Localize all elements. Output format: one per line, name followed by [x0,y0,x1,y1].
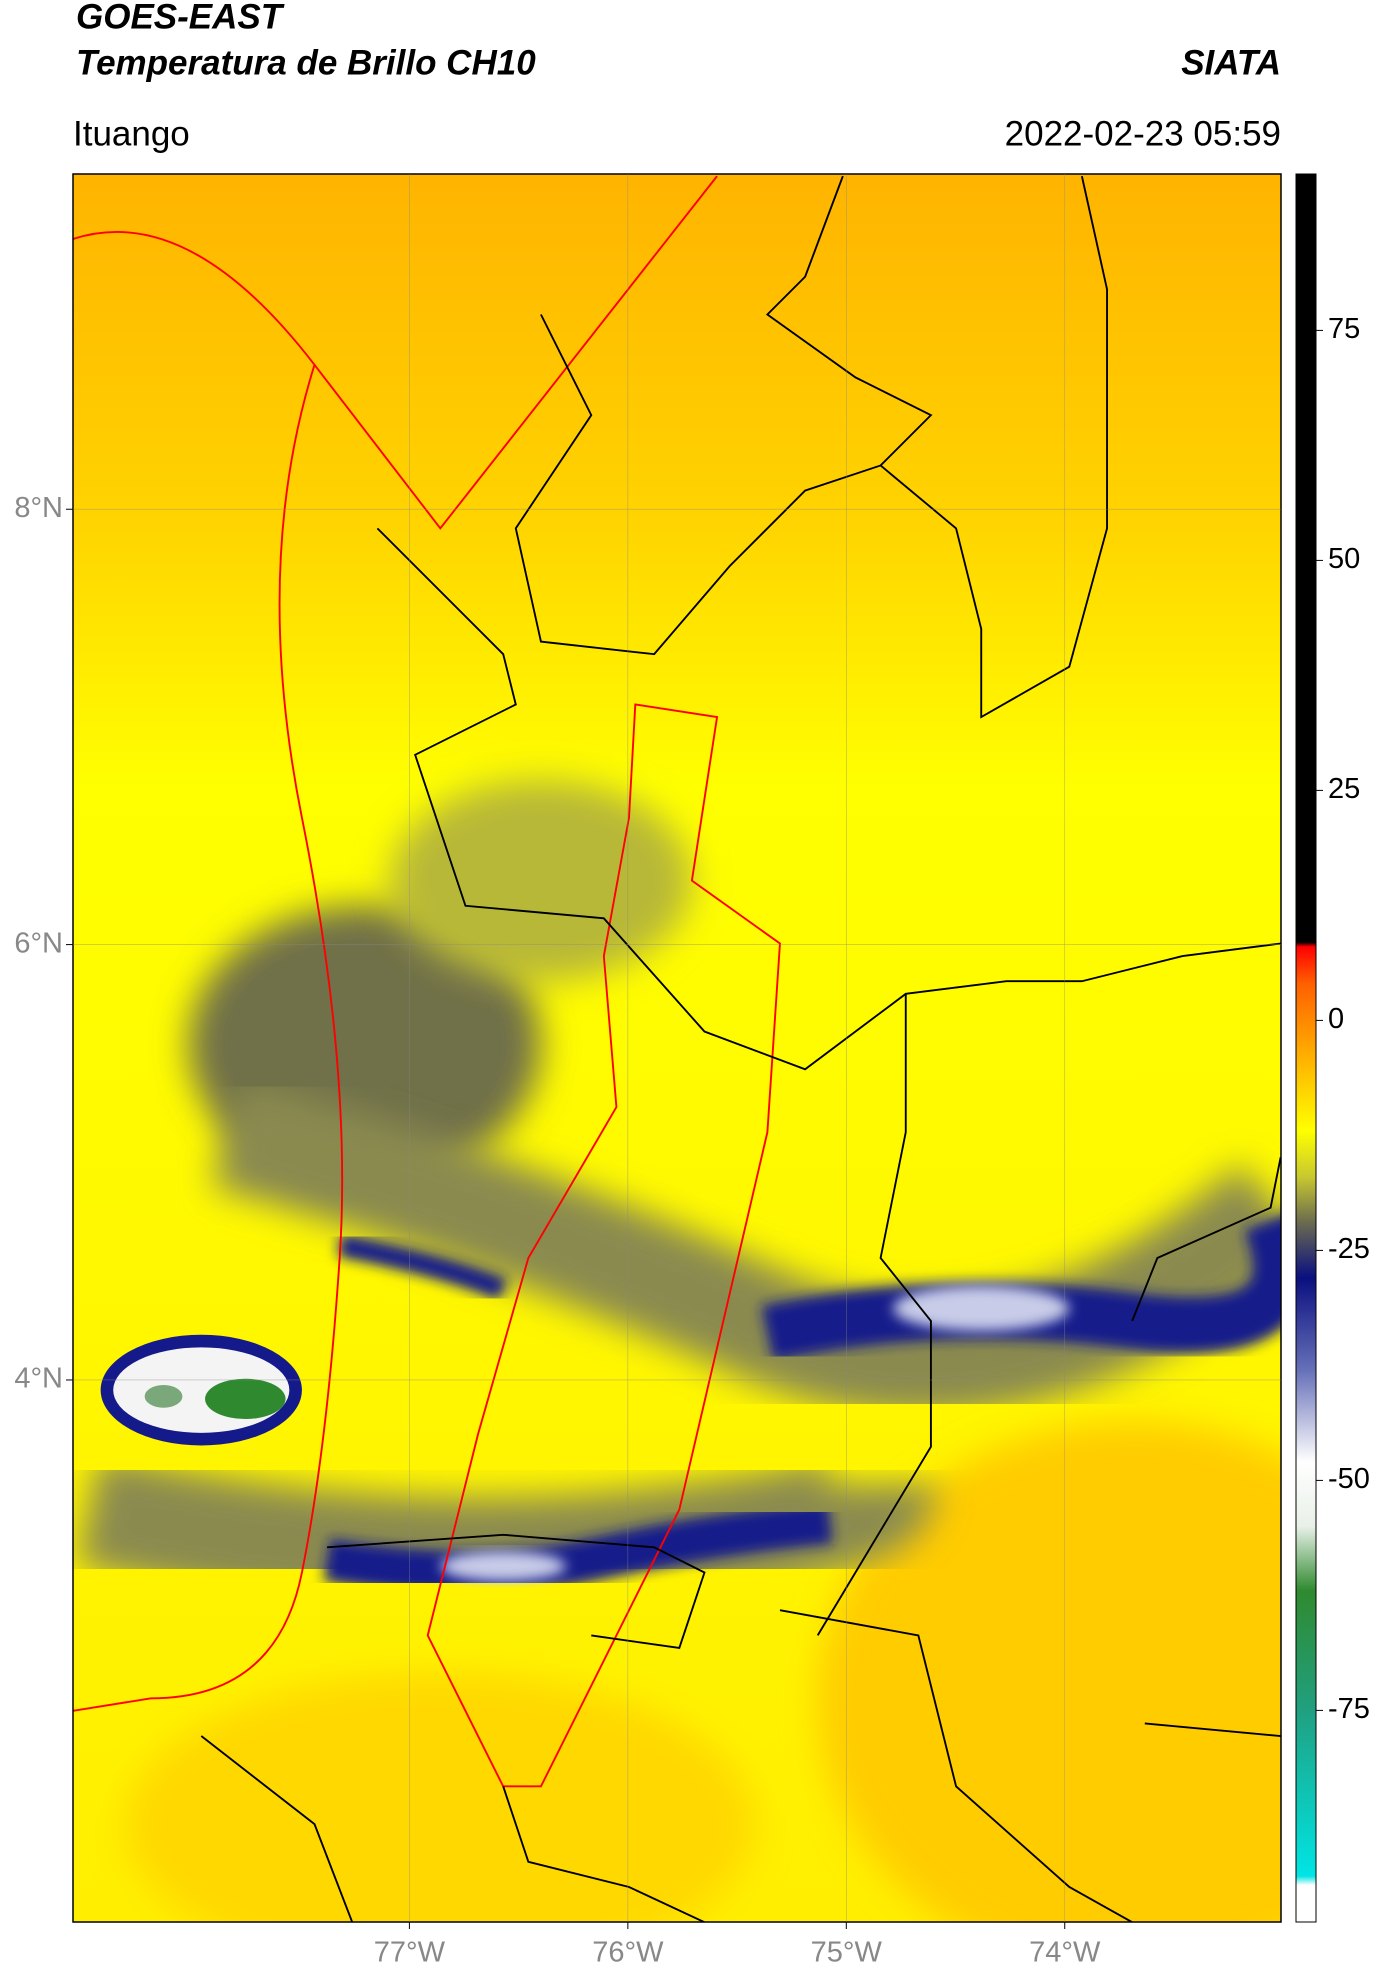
subtitle: Temperatura de Brillo CH10 [76,43,536,82]
location: Ituango [73,114,190,153]
colorbar-tick-label: 25 [1328,773,1360,805]
y-tick-label: 6°N [14,927,63,959]
colorbar-tick-label: 0 [1328,1003,1344,1035]
colorbar [1295,173,1317,1923]
colorbar-tick-label: -50 [1328,1463,1370,1495]
colorbar-tick-label: 50 [1328,543,1360,575]
datetime: 2022-02-23 05:59 [1005,114,1281,153]
colorbar-tick-label: -75 [1328,1693,1370,1725]
satellite-image [73,174,1281,1922]
map-frame [72,173,1282,1923]
x-tick-label: 76°W [592,1937,664,1969]
x-tick-label: 77°W [374,1937,446,1969]
x-tick-label: 74°W [1029,1937,1101,1969]
x-tick-label: 75°W [811,1937,883,1969]
colorbar-tick-label: 75 [1328,313,1360,345]
colorbar-tick-label: -25 [1328,1233,1370,1265]
y-tick-label: 8°N [14,492,63,524]
title: GOES-EAST [76,0,285,36]
source: SIATA [1181,43,1281,82]
y-tick-label: 4°N [14,1363,63,1395]
